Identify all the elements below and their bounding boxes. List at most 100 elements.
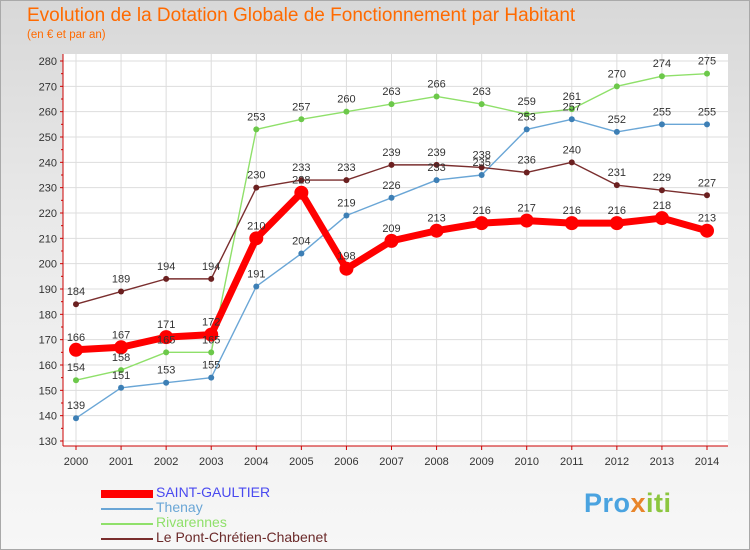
data-point — [118, 384, 125, 391]
data-label: 218 — [653, 200, 671, 212]
data-point — [613, 182, 620, 189]
data-label: 266 — [427, 78, 445, 90]
data-label: 233 — [292, 162, 310, 174]
data-label: 252 — [608, 114, 626, 126]
data-label: 233 — [337, 162, 355, 174]
legend-swatch — [101, 523, 153, 525]
x-tick-label: 2007 — [379, 456, 403, 468]
y-tick-label: 280 — [39, 56, 57, 68]
data-label: 261 — [563, 91, 581, 103]
x-tick-label: 2011 — [560, 456, 584, 468]
data-point — [564, 216, 579, 231]
data-label: 226 — [382, 180, 400, 192]
data-label: 217 — [518, 203, 536, 215]
data-label: 216 — [608, 205, 626, 217]
y-tick-label: 200 — [39, 259, 57, 271]
data-point — [658, 187, 665, 194]
data-label: 194 — [202, 261, 220, 273]
data-point — [298, 250, 305, 257]
data-point — [253, 184, 260, 191]
data-point — [343, 212, 350, 219]
data-label: 275 — [698, 56, 716, 68]
data-label: 172 — [202, 317, 220, 329]
data-label: 213 — [427, 213, 445, 225]
data-label: 231 — [608, 167, 626, 179]
data-point — [339, 261, 354, 276]
data-label: 257 — [292, 101, 310, 113]
legend-label: SAINT-GAULTIER — [156, 484, 271, 500]
data-point — [523, 126, 530, 133]
chart-subtitle: (en € et par an) — [27, 29, 106, 41]
data-label: 151 — [112, 370, 130, 382]
legend-label: Rivarennes — [156, 514, 227, 530]
data-label: 274 — [653, 58, 671, 70]
x-tick-label: 2010 — [514, 456, 538, 468]
data-point — [609, 216, 624, 231]
data-label: 216 — [563, 205, 581, 217]
y-tick-label: 270 — [39, 81, 57, 93]
data-point — [73, 415, 79, 422]
logo-part-b: x — [630, 488, 647, 518]
data-point — [523, 111, 530, 118]
data-label: 227 — [698, 177, 716, 189]
data-label: 263 — [472, 86, 490, 98]
data-point — [429, 223, 444, 238]
data-label: 158 — [112, 352, 130, 364]
data-point — [478, 164, 485, 171]
x-tick-label: 2008 — [424, 456, 448, 468]
data-point — [73, 301, 79, 308]
logo-part-c: iti — [646, 488, 672, 518]
data-point — [253, 126, 260, 133]
data-point — [69, 342, 83, 357]
data-labels: 166 167 171 172 210 228 198 209 213 216 217 216 216 2… — [67, 56, 716, 413]
data-point — [208, 374, 215, 381]
data-point — [704, 192, 710, 199]
data-label: 253 — [518, 111, 536, 123]
data-label: 270 — [608, 68, 626, 80]
data-point — [478, 101, 485, 108]
data-label: 239 — [427, 147, 445, 159]
y-tick-label: 240 — [39, 157, 57, 169]
data-label: 139 — [67, 400, 85, 412]
y-tick-label: 160 — [39, 360, 57, 372]
x-tick-label: 2004 — [244, 456, 268, 468]
series-layer — [69, 70, 714, 422]
data-point — [433, 93, 440, 100]
data-point — [568, 116, 575, 123]
data-label: 240 — [563, 144, 581, 156]
data-point — [163, 349, 170, 356]
data-point — [73, 377, 79, 384]
x-tick-label: 2002 — [154, 456, 178, 468]
legend-swatch — [101, 538, 153, 540]
data-label: 235 — [472, 157, 490, 169]
data-label: 165 — [202, 334, 220, 346]
data-point — [343, 108, 350, 115]
data-label: 204 — [292, 236, 310, 248]
x-tick-label: 2009 — [469, 456, 493, 468]
data-label: 257 — [563, 101, 581, 113]
data-point — [208, 349, 215, 356]
x-tick-label: 2012 — [605, 456, 629, 468]
y-tick-label: 210 — [39, 233, 57, 245]
y-tick-label: 180 — [39, 309, 57, 321]
data-point — [523, 169, 530, 176]
data-point — [568, 106, 575, 113]
x-tick-label: 2001 — [109, 456, 133, 468]
data-point — [388, 194, 395, 201]
data-label: 154 — [67, 362, 85, 374]
x-tick-label: 2003 — [199, 456, 223, 468]
data-point — [118, 288, 125, 295]
data-label: 189 — [112, 274, 130, 286]
data-label: 171 — [157, 319, 175, 331]
y-tick-label: 130 — [39, 436, 57, 448]
data-label: 184 — [67, 286, 85, 298]
proxiti-logo: Proxiti — [584, 488, 672, 519]
legend-label: Thenay — [156, 499, 203, 515]
data-point — [700, 223, 714, 238]
data-label: 239 — [382, 147, 400, 159]
data-label: 153 — [157, 365, 175, 377]
data-label: 228 — [292, 175, 310, 187]
data-point — [658, 73, 665, 80]
data-label: 216 — [472, 205, 490, 217]
